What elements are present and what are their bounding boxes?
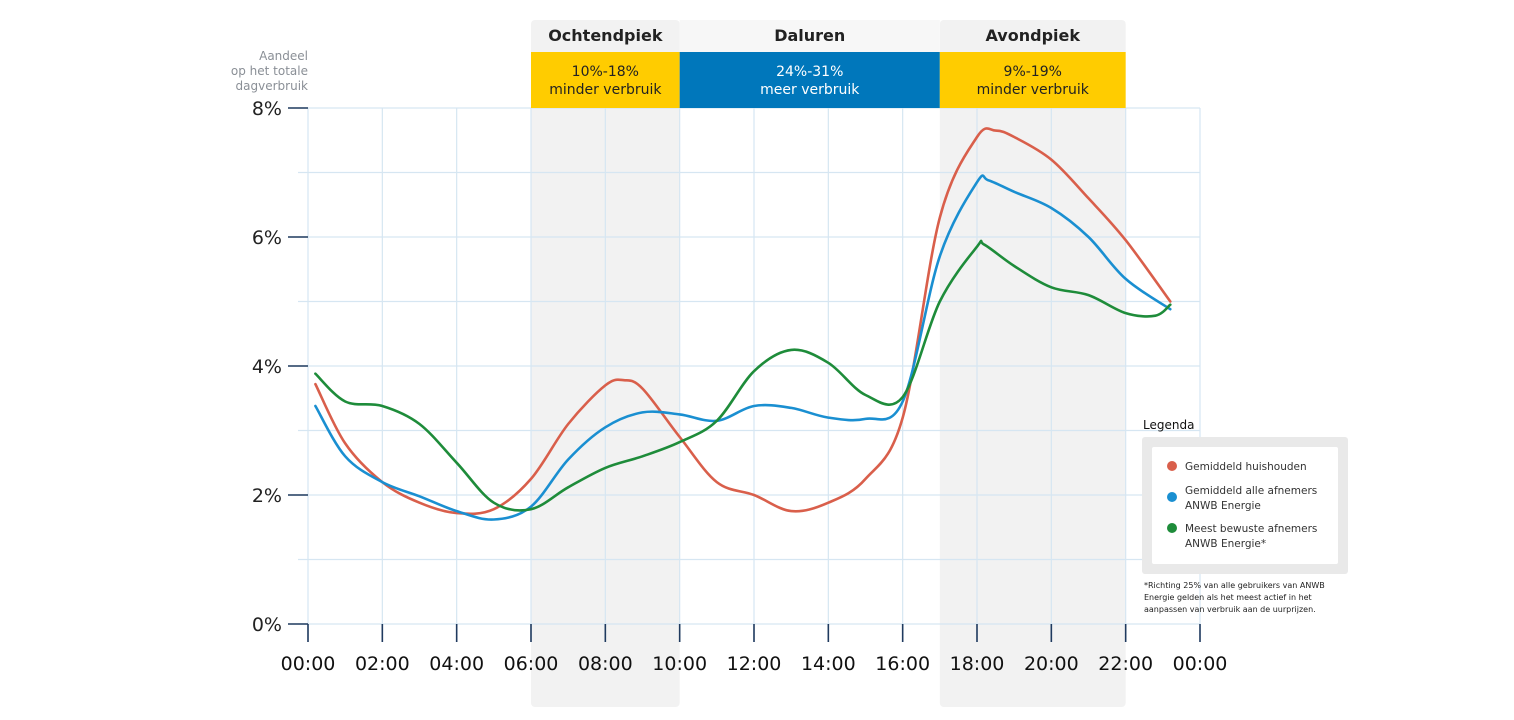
footnote-line-1: *Richting 25% van alle gebruikers van AN… (1144, 581, 1325, 590)
x-tick-label: 20:00 (1024, 653, 1079, 675)
period-effect-daluren: meer verbruik (760, 82, 860, 98)
y-tick-label: 0% (252, 614, 282, 636)
y-axis-title-line-3: dagverbruik (236, 79, 308, 93)
x-tick-label: 10:00 (652, 653, 707, 675)
period-title-avondpiek: Avondpiek (985, 26, 1080, 45)
y-tick-label: 4% (252, 356, 282, 378)
peak-shading-2 (939, 20, 1126, 707)
legend-label-3: Meest bewuste afnemers (1185, 523, 1317, 535)
x-tick-label: 04:00 (429, 653, 484, 675)
legend-label-2: Gemiddeld alle afnemers (1185, 485, 1317, 497)
legend-marker-3 (1167, 523, 1177, 533)
legend-title: Legenda (1143, 418, 1194, 432)
legend-label-3: ANWB Energie* (1185, 538, 1266, 550)
x-tick-label: 12:00 (727, 653, 782, 675)
legend-marker-2 (1167, 492, 1177, 502)
footnote-line-3: aanpassen van verbruik aan de uurprijzen… (1144, 605, 1316, 614)
period-box-avondpiek (939, 52, 1126, 108)
y-tick-label: 2% (252, 485, 282, 507)
series-gemiddeld-alle-afnemers (314, 174, 1172, 521)
period-range-ochtendpiek: 10%-18% (572, 64, 639, 80)
y-tick-label: 6% (252, 227, 282, 249)
period-range-avondpiek: 9%-19% (1004, 64, 1062, 80)
period-title-ochtendpiek: Ochtendpiek (548, 26, 663, 45)
x-tick-label: 00:00 (281, 653, 336, 675)
period-effect-avondpiek: minder verbruik (977, 82, 1090, 98)
x-tick-label: 14:00 (801, 653, 856, 675)
x-tick-label: 18:00 (950, 653, 1005, 675)
period-box-ochtendpiek (531, 52, 680, 108)
y-axis-title-line-2: op het totale (231, 64, 308, 78)
period-header-bg-1 (679, 20, 940, 52)
x-tick-label: 06:00 (504, 653, 559, 675)
legend-marker-1 (1167, 461, 1177, 471)
x-tick-label: 00:00 (1173, 653, 1228, 675)
legend-box (1152, 447, 1338, 564)
footnote-line-2: Energie gelden als het meest actief in h… (1144, 593, 1312, 602)
legend-label-1: Gemiddeld huishouden (1185, 461, 1307, 473)
x-tick-label: 02:00 (355, 653, 410, 675)
x-tick-label: 08:00 (578, 653, 633, 675)
period-range-daluren: 24%-31% (776, 64, 843, 80)
period-effect-ochtendpiek: minder verbruik (549, 82, 662, 98)
period-box-daluren (679, 52, 940, 108)
series-meest-bewuste-afnemers (314, 239, 1172, 512)
period-title-daluren: Daluren (774, 26, 845, 45)
y-axis-title-line-1: Aandeel (259, 49, 308, 63)
x-tick-label: 16:00 (875, 653, 930, 675)
legend-label-2: ANWB Energie (1185, 500, 1261, 512)
y-tick-label: 8% (252, 98, 282, 120)
x-tick-label: 22:00 (1098, 653, 1153, 675)
